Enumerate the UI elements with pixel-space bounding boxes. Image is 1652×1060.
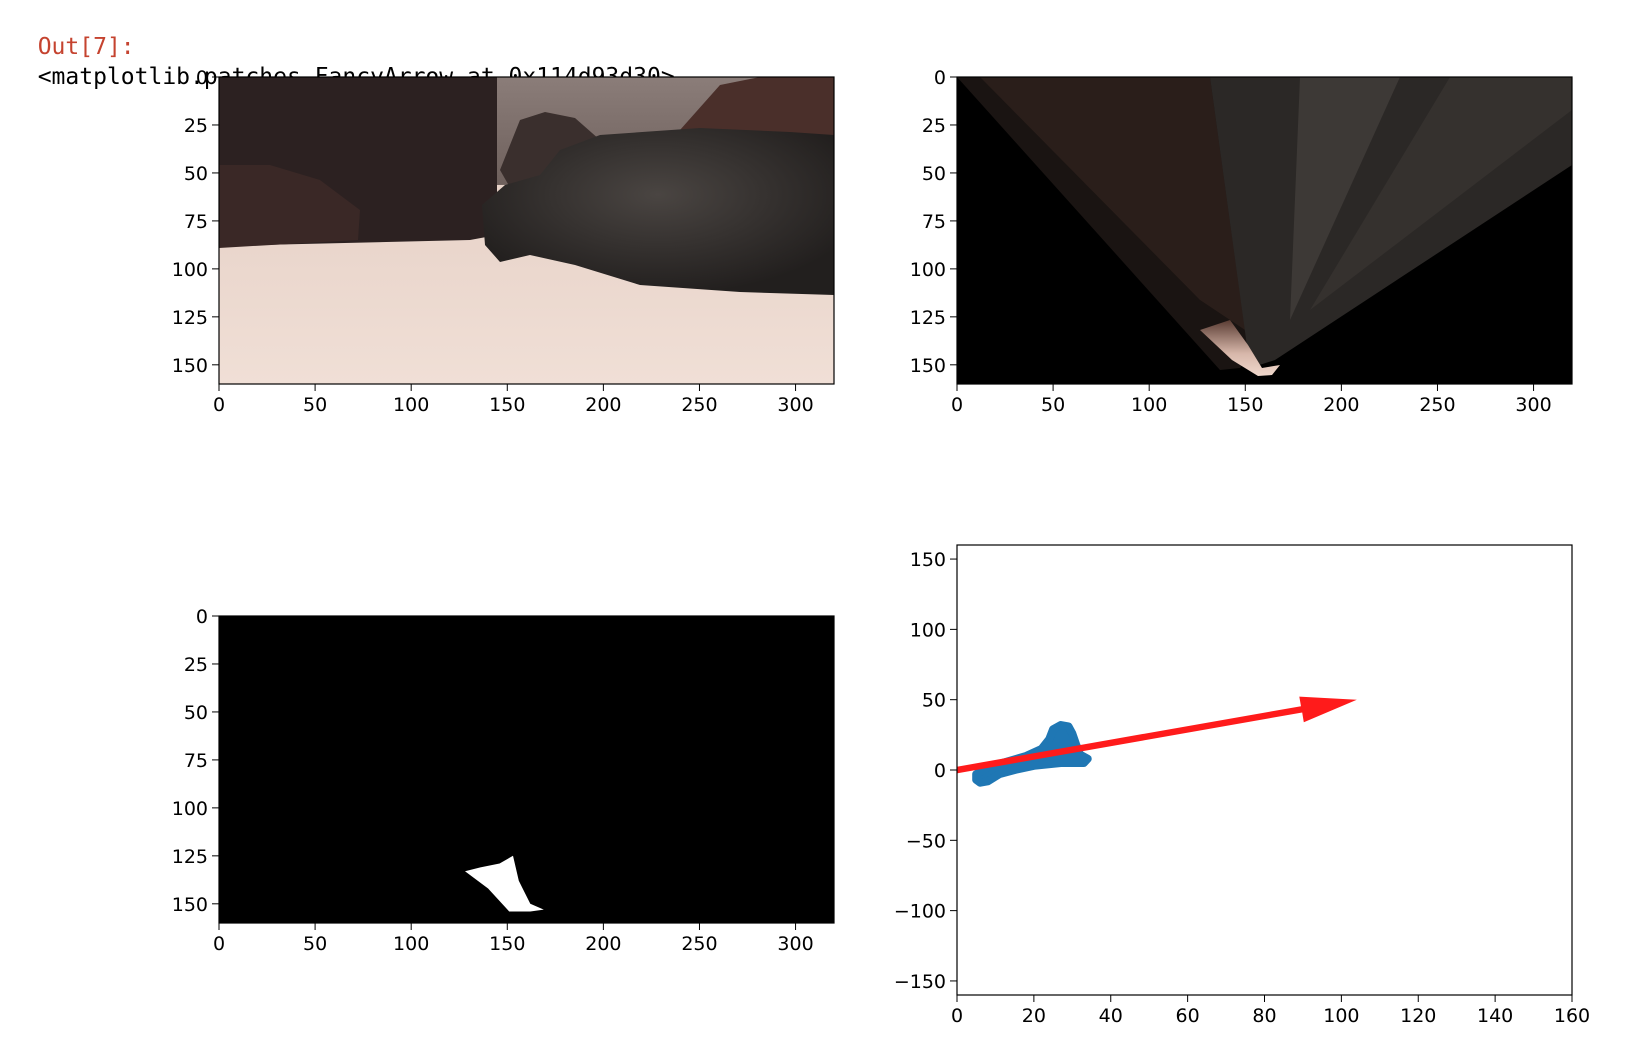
axes-frame-bottom-left: [218, 615, 835, 924]
x-tick-label: 140: [1477, 1005, 1513, 1027]
y-tick-label: −50: [906, 830, 946, 852]
x-tick-label: 100: [1131, 394, 1167, 416]
y-tick-label: 50: [184, 702, 208, 724]
axes-frame-top-left: [218, 76, 835, 385]
y-tick-label: 0: [196, 67, 208, 89]
axes-frame-top-right: [956, 76, 1573, 385]
warped-image: [957, 77, 1572, 384]
y-tick-label: 0: [934, 67, 946, 89]
y-tick-label: 75: [922, 211, 946, 233]
x-tick-label: 50: [303, 394, 327, 416]
ticks-bottom-right: 0 20 40 60 80 100 120 140 160 150 100 50 0 −50 −100 −15…: [894, 549, 1590, 1027]
output-prompt: Out[7]:: [37, 34, 135, 60]
ticks-bottom-left: 0 50 100 150 200 250 300 0 25 50 75 100 125 150: [172, 606, 814, 955]
x-tick-label: 300: [1515, 394, 1551, 416]
y-tick-label: 25: [184, 654, 208, 676]
y-tick-label: 100: [172, 259, 208, 281]
x-tick-label: 100: [393, 394, 429, 416]
y-tick-label: 50: [184, 163, 208, 185]
boulder: [482, 128, 834, 295]
x-tick-label: 60: [1176, 1005, 1200, 1027]
rock-left-ledge: [219, 165, 360, 248]
x-tick-label: 50: [303, 933, 327, 955]
x-tick-label: 50: [1041, 394, 1065, 416]
x-tick-label: 200: [585, 394, 621, 416]
x-tick-label: 160: [1554, 1005, 1590, 1027]
ticks-top-right: 0 50 100 150 200 250 300 0 25 50 75 100 125 150: [910, 67, 1552, 416]
x-tick-label: 0: [213, 394, 225, 416]
x-tick-label: 100: [1323, 1005, 1359, 1027]
ticks-top-left: 0 50 100 150 200 250 300 0 25 50 75 100 125 150: [172, 67, 814, 416]
x-tick-label: 200: [585, 933, 621, 955]
camera-image: [219, 77, 834, 384]
y-tick-label: 0: [196, 606, 208, 628]
y-tick-label: −150: [894, 971, 946, 993]
x-tick-label: 100: [393, 933, 429, 955]
y-tick-label: 150: [910, 549, 946, 571]
warped-rock-streak: [1290, 77, 1400, 320]
y-tick-label: −100: [894, 901, 946, 923]
x-tick-label: 300: [777, 394, 813, 416]
x-tick-label: 0: [951, 1005, 963, 1027]
x-tick-label: 250: [681, 933, 717, 955]
y-tick-label: 50: [922, 690, 946, 712]
x-tick-label: 300: [777, 933, 813, 955]
navigable-mask: [465, 855, 544, 912]
y-tick-label: 25: [922, 115, 946, 137]
x-tick-label: 120: [1400, 1005, 1436, 1027]
x-tick-label: 0: [213, 933, 225, 955]
y-tick-label: 150: [910, 355, 946, 377]
y-tick-label: 100: [910, 259, 946, 281]
x-tick-label: 150: [1227, 394, 1263, 416]
y-tick-label: 0: [934, 760, 946, 782]
y-tick-label: 125: [172, 307, 208, 329]
warped-sand: [1200, 320, 1280, 376]
x-tick-label: 150: [489, 394, 525, 416]
y-tick-label: 125: [910, 307, 946, 329]
x-tick-label: 250: [1419, 394, 1455, 416]
x-tick-label: 200: [1323, 394, 1359, 416]
y-tick-label: 150: [172, 355, 208, 377]
y-tick-label: 100: [172, 798, 208, 820]
x-tick-label: 0: [951, 394, 963, 416]
y-tick-label: 50: [922, 163, 946, 185]
x-tick-label: 40: [1099, 1005, 1123, 1027]
warped-rock-band: [980, 77, 1245, 330]
scatter-background: [957, 545, 1572, 995]
warped-rock-streak-2: [1310, 77, 1572, 310]
direction-arrow: [957, 696, 1357, 774]
threshold-background: [219, 616, 834, 923]
y-tick-label: 75: [184, 750, 208, 772]
x-tick-label: 20: [1022, 1005, 1046, 1027]
y-tick-label: 75: [184, 211, 208, 233]
x-tick-label: 150: [489, 933, 525, 955]
x-tick-label: 250: [681, 394, 717, 416]
x-tick-label: 80: [1252, 1005, 1276, 1027]
y-tick-label: 25: [184, 115, 208, 137]
y-tick-label: 100: [910, 619, 946, 641]
y-tick-label: 125: [172, 846, 208, 868]
y-tick-label: 150: [172, 894, 208, 916]
